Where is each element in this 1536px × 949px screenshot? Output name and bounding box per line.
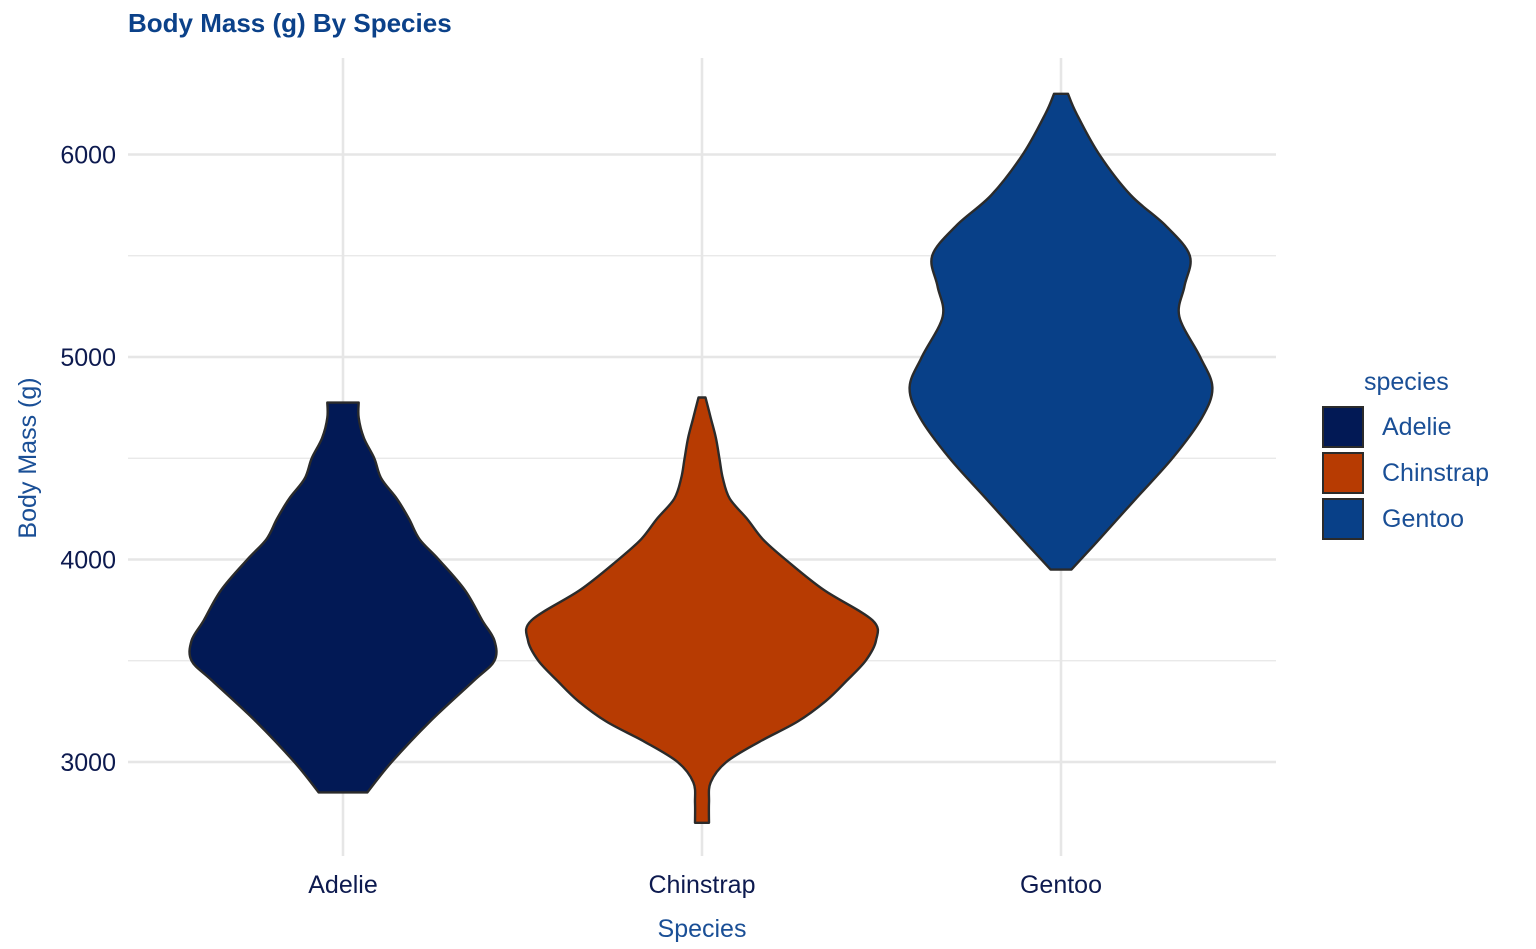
- violins: [188, 92, 1214, 824]
- violin-gentoo: [908, 92, 1214, 571]
- legend-swatch-adelie: [1322, 406, 1364, 448]
- x-axis-title: Species: [658, 915, 747, 943]
- violin-adelie: [188, 401, 498, 794]
- y-tick-label-0: 3000: [60, 749, 116, 777]
- legend-label-adelie: Adelie: [1382, 412, 1452, 441]
- legend-swatch-gentoo: [1322, 498, 1364, 540]
- x-axis-ticks: Adelie Chinstrap Gentoo: [308, 871, 1102, 899]
- legend-label-gentoo: Gentoo: [1382, 504, 1465, 533]
- legend-item-chinstrap: Chinstrap: [1322, 450, 1489, 496]
- legend-swatch-chinstrap: [1322, 452, 1364, 494]
- y-tick-label-1: 4000: [60, 547, 116, 575]
- chart-title: Body Mass (g) By Species: [128, 8, 452, 38]
- legend-title: species: [1364, 368, 1449, 396]
- y-tick-label-2: 5000: [60, 344, 116, 372]
- y-axis-ticks: 3000 4000 5000 6000: [60, 142, 116, 778]
- legend: species Adelie Chinstrap Gentoo: [1322, 364, 1489, 542]
- legend-item-adelie: Adelie: [1322, 404, 1489, 450]
- y-tick-label-3: 6000: [60, 142, 116, 170]
- violin-chinstrap: [524, 396, 880, 824]
- x-tick-label-chinstrap: Chinstrap: [649, 871, 756, 899]
- y-axis-title: Body Mass (g): [14, 377, 42, 538]
- legend-item-gentoo: Gentoo: [1322, 496, 1489, 542]
- x-tick-label-adelie: Adelie: [308, 871, 378, 899]
- x-tick-label-gentoo: Gentoo: [1020, 871, 1102, 899]
- legend-label-chinstrap: Chinstrap: [1382, 458, 1489, 487]
